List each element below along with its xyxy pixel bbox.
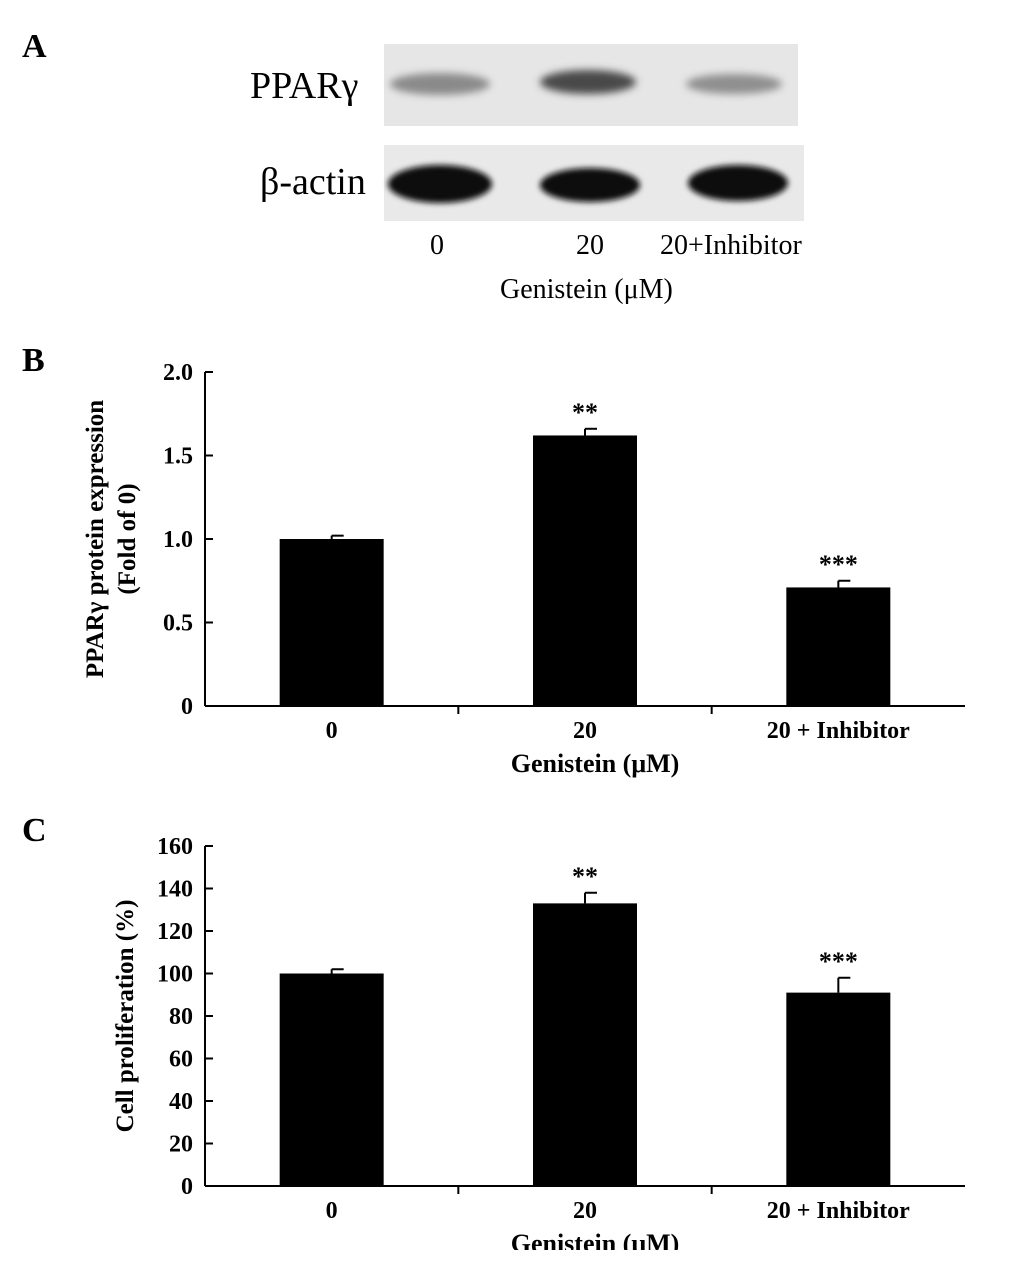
blot-x-axis-label: Genistein (μM) [500, 274, 673, 305]
x-tick-label: 20 [573, 1198, 597, 1224]
y-axis-label: Cell proliferation (%) [112, 900, 139, 1133]
blot-row-label-actin: β-actin [260, 161, 366, 203]
y-tick-label: 80 [169, 1004, 193, 1030]
y-tick-label: 100 [157, 962, 193, 988]
y-tick-label: 140 [157, 877, 193, 903]
panel-label-b: B [22, 342, 45, 379]
significance-label: *** [819, 550, 858, 579]
bar [786, 992, 891, 1186]
band-actin-lane1 [388, 165, 492, 203]
panel-label-a: A [22, 28, 47, 65]
x-tick-label: 20 + Inhibitor [767, 1198, 910, 1224]
y-tick-label: 0 [181, 694, 193, 720]
significance-label: ** [572, 398, 598, 427]
y-tick-label: 20 [169, 1132, 193, 1158]
y-tick-label: 0 [181, 1174, 193, 1200]
panel-label-c: C [22, 812, 47, 849]
y-tick-label: 120 [157, 919, 193, 945]
bar [533, 903, 637, 1186]
y-tick-label: 160 [157, 834, 193, 860]
y-tick-label: 40 [169, 1089, 193, 1115]
y-tick-label: 1.5 [163, 444, 193, 470]
bar [786, 587, 891, 706]
x-axis-label: Genistein (μM) [511, 1229, 680, 1250]
significance-label: ** [572, 862, 598, 891]
band-ppar-lane1 [390, 73, 490, 95]
lane-label-20-inhibitor: 20+Inhibitor [660, 230, 802, 261]
y-tick-label: 60 [169, 1047, 193, 1073]
x-tick-label: 0 [326, 1198, 338, 1224]
y-axis-label: (Fold of 0) [114, 483, 141, 594]
band-ppar-lane3 [686, 74, 782, 94]
band-actin-lane3 [688, 165, 788, 201]
x-tick-label: 20 [573, 718, 597, 744]
bar [533, 435, 637, 706]
band-actin-lane2 [540, 168, 640, 202]
y-tick-label: 0.5 [163, 611, 193, 637]
y-axis-label: PPARγ protein expression [82, 400, 109, 678]
y-tick-label: 2.0 [163, 360, 193, 386]
blot-image [384, 44, 804, 221]
chart-cell-proliferation: 0 20 40 60 80 100 120 140 160 0 ** 20 *** 20 + Inhibi… [112, 834, 965, 1250]
x-axis-label: Genistein (μM) [511, 749, 680, 778]
x-tick-label: 20 + Inhibitor [767, 718, 910, 744]
y-tick-label: 1.0 [163, 527, 193, 553]
band-ppar-lane2 [540, 70, 636, 94]
lane-label-20: 20 [576, 230, 604, 261]
x-tick-label: 0 [326, 718, 338, 744]
chart-ppar-expression: 0 0.5 1.0 1.5 2.0 0 ** 20 *** 20 + Inhibitor Genis… [82, 360, 965, 778]
significance-label: *** [819, 947, 858, 976]
lane-label-0: 0 [430, 230, 444, 261]
bar [279, 539, 384, 706]
blot-row-label-ppar: PPARγ [250, 65, 359, 107]
bar [279, 973, 384, 1186]
